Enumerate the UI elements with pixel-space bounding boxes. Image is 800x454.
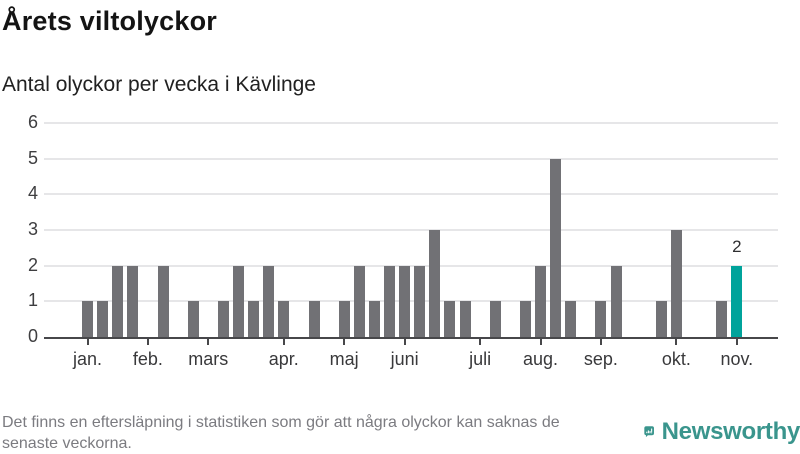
gridline-y4: [44, 193, 778, 196]
bar-week: [127, 265, 139, 337]
bar-week: [368, 301, 380, 337]
bar-week: [595, 301, 607, 337]
x-tick-label: mars: [188, 349, 229, 369]
x-tick-label: feb.: [132, 349, 163, 369]
x-axis-tick: [675, 337, 678, 345]
y-tick-label: 0: [27, 326, 38, 346]
x-tick-label: okt.: [661, 349, 691, 369]
bar-week: [655, 301, 667, 337]
chart-subtitle: Antal olyckor per vecka i Kävlinge: [2, 73, 316, 96]
bar-week: [429, 230, 441, 337]
bar-week: [353, 265, 365, 337]
bar-week: [278, 301, 290, 337]
x-axis-tick: [539, 337, 542, 345]
gridline-y3: [44, 229, 778, 231]
footer-note: Det finns en eftersläpning i statistiken…: [2, 412, 622, 454]
bar-week: [519, 301, 531, 337]
gridline-y5: [44, 157, 778, 160]
x-axis-tick: [282, 337, 285, 345]
bar-week: [399, 265, 411, 337]
y-tick-label: 2: [27, 254, 38, 275]
x-axis-tick: [479, 337, 482, 345]
page-title: Årets viltolyckor: [2, 6, 217, 36]
x-axis-tick: [403, 337, 406, 345]
bar-week: [489, 301, 501, 337]
y-tick-label: 5: [27, 147, 38, 168]
x-axis-tick: [86, 337, 89, 345]
y-tick-label: 3: [27, 219, 38, 239]
x-axis-tick: [599, 337, 602, 345]
x-axis-tick: [146, 337, 149, 345]
x-tick-label: aug.: [522, 349, 559, 369]
bar-week: [670, 230, 682, 337]
bar-week: [716, 301, 728, 337]
bar-week: [82, 301, 93, 337]
bar-week: [414, 265, 426, 337]
x-tick-label: juni: [390, 349, 419, 369]
x-tick-label: nov.: [720, 349, 754, 369]
x-tick-label: apr.: [268, 349, 299, 369]
y-tick-label: 4: [27, 183, 38, 204]
y-axis-labels: 0 1 2 3 4 5 6: [0, 112, 38, 346]
footer-note-line: Det finns en eftersläpning i statistiken…: [2, 414, 560, 431]
gridline-y1: [44, 300, 778, 303]
bar-week: [550, 158, 562, 337]
bar-week: [97, 301, 109, 337]
x-axis-tick: [343, 337, 346, 345]
bar-week: [610, 265, 622, 337]
bar-week: [308, 301, 320, 337]
bar-week: [384, 265, 395, 337]
bar-week: [217, 301, 229, 337]
footer-note-line: senaste veckorna.: [2, 435, 132, 452]
bar-week: [187, 301, 199, 337]
bar-week: [565, 301, 577, 337]
gridline-y2: [44, 264, 778, 267]
x-tick-label: jan.: [72, 349, 103, 369]
plot-area: 2 jan. feb. mars apr. maj juni juli aug. sep. okt.…: [44, 122, 778, 369]
bar-week: [444, 301, 456, 337]
bar-chart: 0 1 2 3 4 5 6 2 jan. feb. mars apr. maj juni juli aug.…: [0, 112, 778, 369]
newsworthy-wordmark: Newsworthy: [661, 417, 800, 445]
y-tick-label: 6: [27, 112, 38, 132]
x-tick-label: sep.: [583, 349, 618, 369]
x-axis-tick: [735, 337, 738, 345]
newsworthy-bubble-chart-icon: [644, 426, 654, 438]
newsworthy-logo: Newsworthy: [644, 413, 800, 450]
highlight-value-label: 2: [732, 236, 742, 256]
x-axis-tick: [207, 337, 210, 345]
bar-week: [263, 265, 275, 337]
bar-highlighted-week: [731, 265, 743, 337]
y-tick-label: 1: [27, 290, 38, 311]
bar-week: [338, 301, 350, 337]
bar-week: [459, 301, 471, 337]
bar-week: [157, 265, 169, 337]
bar-week: [112, 265, 124, 337]
bar-week: [248, 301, 260, 337]
bar-week: [535, 265, 546, 337]
x-tick-label: juli: [469, 349, 492, 369]
bar-week: [233, 265, 244, 337]
gridline-y6: [44, 122, 778, 124]
x-tick-label: maj: [329, 349, 359, 369]
